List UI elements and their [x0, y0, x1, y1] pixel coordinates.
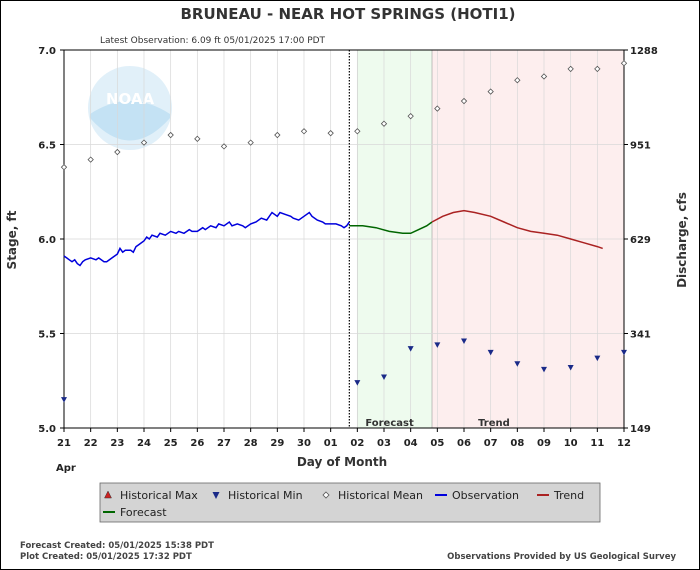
historical-mean-point: [220, 143, 228, 150]
data-credit: Observations Provided by US Geological S…: [447, 552, 676, 562]
x-tick-label: 07: [484, 438, 498, 449]
historical-min-point: [354, 380, 361, 386]
x-axis-label: Day of Month: [297, 455, 387, 469]
noaa-watermark-text: NOAA: [106, 90, 155, 108]
x-tick-label: 03: [377, 438, 391, 449]
y-tick-label-left: 5.0: [38, 424, 56, 435]
y-tick-label-right: 1288: [630, 46, 658, 57]
y-tick-label-left: 7.0: [38, 46, 56, 57]
historical-mean-point: [274, 131, 281, 139]
y-axis-label-left: Stage, ft: [5, 210, 19, 269]
x-tick-label: 21: [57, 438, 71, 449]
x-tick-label: 09: [537, 438, 551, 449]
legend-historical-max-label: Historical Max: [120, 489, 198, 502]
historical-mean-point: [60, 164, 68, 171]
historical-min-point: [541, 366, 547, 373]
historical-mean-point: [567, 65, 574, 73]
legend: [99, 482, 601, 523]
historical-min-point: [621, 349, 627, 356]
chart-title: BRUNEAU - NEAR HOT SPRINGS (HOTI1): [181, 5, 516, 23]
noaa-logo-wave: [90, 101, 170, 141]
x-tick-label: 04: [404, 438, 418, 449]
x-tick-label: 26: [190, 438, 204, 449]
historical-mean-point: [434, 105, 441, 112]
historical-mean-point: [594, 65, 601, 73]
y-tick-label-right: 149: [630, 424, 651, 435]
historical-min-point: [407, 346, 414, 352]
historical-mean-point: [327, 129, 334, 137]
chart-subtitle: Latest Observation: 6.09 ft 05/01/2025 1…: [100, 36, 326, 46]
historical-min-point: [381, 374, 387, 380]
region-label-forecast: Forecast: [365, 418, 414, 429]
historical-min-point: [594, 355, 601, 362]
x-tick-label: 24: [137, 438, 151, 449]
x-tick-label: 02: [350, 438, 364, 449]
x-tick-label: 28: [244, 438, 258, 449]
legend-historical-mean-symbol: [322, 491, 330, 499]
x-tick-label: 12: [617, 438, 631, 449]
forecast-line: [349, 221, 433, 235]
legend-observation-label: Observation: [452, 489, 519, 502]
historical-mean-point: [460, 97, 468, 105]
historical-mean-point: [514, 77, 521, 84]
x-tick-label: 25: [164, 438, 178, 449]
x-tick-label: 27: [217, 438, 231, 449]
historical-min-point: [514, 361, 521, 367]
y-axis-label-right: Discharge, cfs: [675, 192, 689, 288]
x-tick-label: 06: [457, 438, 471, 449]
x-tick-label: 01: [324, 438, 338, 449]
historical-mean-point: [140, 139, 148, 146]
x-tick-label: 08: [510, 438, 524, 449]
historical-mean-point: [540, 73, 548, 80]
legend-forecast-label: Forecast: [120, 506, 167, 519]
y-tick-label-right: 629: [630, 235, 651, 246]
historical-mean-point: [247, 139, 254, 146]
y-tick-label-left: 5.5: [38, 330, 56, 341]
historical-mean-point: [114, 148, 121, 156]
legend-historical-min-label: Historical Min: [228, 489, 303, 502]
legend-historical-max-symbol: [104, 490, 112, 499]
y-tick-label-right: 951: [630, 141, 651, 152]
x-tick-label: 22: [84, 438, 98, 449]
historical-mean-point: [87, 156, 94, 163]
historical-mean-point: [354, 128, 361, 135]
x-tick-label: 29: [270, 438, 284, 449]
x-tick-label: 11: [590, 438, 604, 449]
historical-min-point: [61, 397, 67, 403]
trend-line: [431, 209, 603, 250]
historical-mean-point: [300, 128, 308, 135]
historical-mean-point: [487, 88, 494, 95]
x-tick-label: 10: [564, 438, 578, 449]
y-tick-label-left: 6.0: [38, 235, 56, 246]
historical-mean-point: [194, 135, 201, 142]
legend-trend-label: Trend: [553, 489, 584, 502]
region-label-trend: Trend: [478, 418, 510, 429]
historical-mean-point: [620, 60, 628, 67]
historical-min-point: [434, 342, 441, 348]
historical-mean-point: [407, 112, 414, 120]
x-tick-label: 05: [430, 438, 444, 449]
legend-historical-mean-label: Historical Mean: [338, 489, 423, 502]
legend-historical-min-symbol: [212, 492, 220, 499]
plot-created: Plot Created: 05/01/2025 17:32 PDT: [20, 552, 192, 562]
y-tick-label-right: 341: [630, 330, 651, 341]
y-tick-label-left: 6.5: [38, 141, 56, 152]
x-month-label: Apr: [56, 463, 76, 474]
historical-mean-point: [380, 120, 388, 127]
historical-min-point: [567, 365, 574, 371]
historical-min-point: [461, 338, 467, 345]
x-tick-label: 30: [297, 438, 311, 449]
historical-min-point: [487, 349, 494, 356]
x-tick-label: 23: [110, 438, 124, 449]
forecast-created: Forecast Created: 05/01/2025 15:38 PDT: [20, 541, 214, 551]
historical-mean-point: [167, 131, 174, 139]
observation-line: [63, 211, 350, 267]
